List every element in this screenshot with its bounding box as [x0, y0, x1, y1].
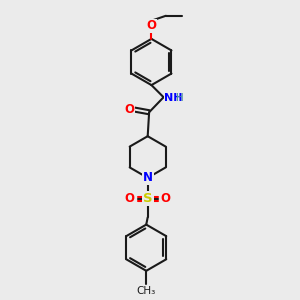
Text: O: O — [160, 192, 171, 205]
Text: O: O — [125, 103, 135, 116]
Text: NH: NH — [164, 92, 183, 103]
Text: S: S — [143, 192, 152, 205]
Text: O: O — [146, 20, 156, 32]
Text: O: O — [125, 192, 135, 205]
Text: CH₃: CH₃ — [136, 286, 156, 296]
Text: H: H — [176, 92, 184, 103]
Text: N: N — [143, 171, 153, 184]
